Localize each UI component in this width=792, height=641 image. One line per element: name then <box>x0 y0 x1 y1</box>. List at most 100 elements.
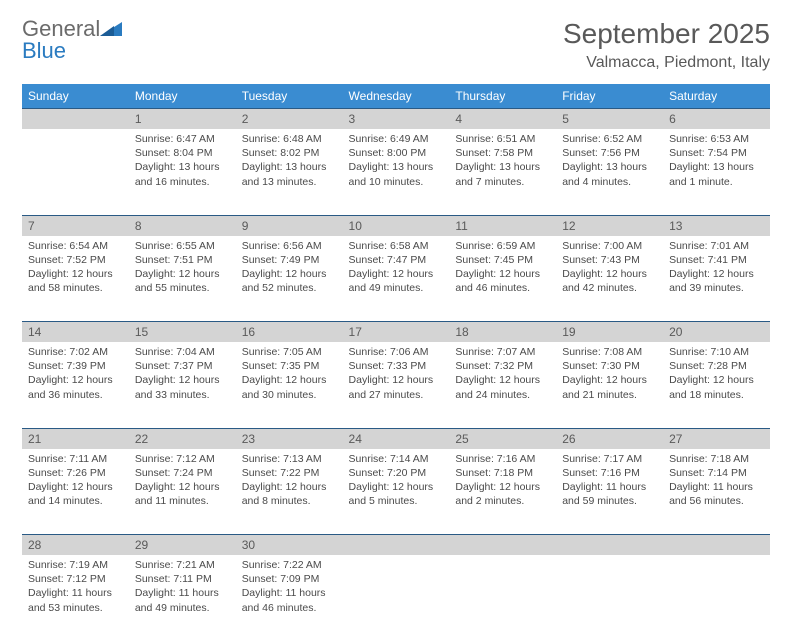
logo-mark-icon <box>100 18 122 40</box>
day-number-cell: 2 <box>236 109 343 130</box>
day-number-cell <box>556 535 663 556</box>
day-number-cell: 13 <box>663 215 770 236</box>
cell-daylight2: and 59 minutes. <box>562 494 657 508</box>
cell-daylight1: Daylight: 12 hours <box>349 267 444 281</box>
cell-daylight1: Daylight: 13 hours <box>562 160 657 174</box>
day-number-cell: 23 <box>236 428 343 449</box>
cell-sunset: Sunset: 7:20 PM <box>349 466 444 480</box>
day-content-cell: Sunrise: 7:00 AMSunset: 7:43 PMDaylight:… <box>556 236 663 322</box>
cell-daylight1: Daylight: 13 hours <box>455 160 550 174</box>
cell-sunrise: Sunrise: 7:14 AM <box>349 452 444 466</box>
day-number-cell <box>22 109 129 130</box>
cell-sunset: Sunset: 7:24 PM <box>135 466 230 480</box>
day-number-cell: 14 <box>22 322 129 343</box>
cell-sunset: Sunset: 7:45 PM <box>455 253 550 267</box>
day-content-cell: Sunrise: 6:47 AMSunset: 8:04 PMDaylight:… <box>129 129 236 215</box>
day-number-cell <box>449 535 556 556</box>
cell-sunrise: Sunrise: 6:47 AM <box>135 132 230 146</box>
cell-sunset: Sunset: 7:43 PM <box>562 253 657 267</box>
day-number-row: 123456 <box>22 109 770 130</box>
cell-daylight2: and 14 minutes. <box>28 494 123 508</box>
cell-daylight1: Daylight: 11 hours <box>562 480 657 494</box>
day-content-cell: Sunrise: 6:51 AMSunset: 7:58 PMDaylight:… <box>449 129 556 215</box>
cell-daylight1: Daylight: 12 hours <box>242 267 337 281</box>
day-content-row: Sunrise: 7:11 AMSunset: 7:26 PMDaylight:… <box>22 449 770 535</box>
day-content-cell: Sunrise: 7:06 AMSunset: 7:33 PMDaylight:… <box>343 342 450 428</box>
cell-sunrise: Sunrise: 6:56 AM <box>242 239 337 253</box>
cell-daylight1: Daylight: 12 hours <box>135 267 230 281</box>
day-content-cell: Sunrise: 7:14 AMSunset: 7:20 PMDaylight:… <box>343 449 450 535</box>
day-content-cell: Sunrise: 7:16 AMSunset: 7:18 PMDaylight:… <box>449 449 556 535</box>
day-number-cell: 1 <box>129 109 236 130</box>
cell-sunrise: Sunrise: 6:58 AM <box>349 239 444 253</box>
day-content-cell: Sunrise: 7:21 AMSunset: 7:11 PMDaylight:… <box>129 555 236 641</box>
cell-daylight1: Daylight: 12 hours <box>135 480 230 494</box>
cell-sunrise: Sunrise: 7:10 AM <box>669 345 764 359</box>
day-content-cell <box>663 555 770 641</box>
cell-sunrise: Sunrise: 7:00 AM <box>562 239 657 253</box>
cell-daylight2: and 7 minutes. <box>455 175 550 189</box>
cell-sunrise: Sunrise: 6:52 AM <box>562 132 657 146</box>
day-number-cell: 30 <box>236 535 343 556</box>
cell-daylight1: Daylight: 12 hours <box>562 373 657 387</box>
cell-sunset: Sunset: 7:11 PM <box>135 572 230 586</box>
cell-daylight1: Daylight: 12 hours <box>28 373 123 387</box>
cell-sunset: Sunset: 7:56 PM <box>562 146 657 160</box>
cell-sunset: Sunset: 7:16 PM <box>562 466 657 480</box>
cell-daylight2: and 18 minutes. <box>669 388 764 402</box>
day-number-cell: 6 <box>663 109 770 130</box>
cell-sunset: Sunset: 7:14 PM <box>669 466 764 480</box>
cell-daylight1: Daylight: 11 hours <box>242 586 337 600</box>
cell-daylight1: Daylight: 12 hours <box>242 373 337 387</box>
cell-sunset: Sunset: 7:33 PM <box>349 359 444 373</box>
day-content-cell: Sunrise: 7:18 AMSunset: 7:14 PMDaylight:… <box>663 449 770 535</box>
cell-daylight1: Daylight: 11 hours <box>135 586 230 600</box>
weekday-header: Friday <box>556 84 663 109</box>
weekday-header: Tuesday <box>236 84 343 109</box>
cell-daylight1: Daylight: 12 hours <box>562 267 657 281</box>
cell-daylight2: and 16 minutes. <box>135 175 230 189</box>
day-content-cell: Sunrise: 7:22 AMSunset: 7:09 PMDaylight:… <box>236 555 343 641</box>
weekday-header-row: Sunday Monday Tuesday Wednesday Thursday… <box>22 84 770 109</box>
cell-sunrise: Sunrise: 7:17 AM <box>562 452 657 466</box>
cell-daylight2: and 56 minutes. <box>669 494 764 508</box>
cell-daylight2: and 58 minutes. <box>28 281 123 295</box>
day-number-row: 282930 <box>22 535 770 556</box>
day-number-cell: 16 <box>236 322 343 343</box>
weekday-header: Monday <box>129 84 236 109</box>
day-number-cell: 18 <box>449 322 556 343</box>
day-content-cell <box>343 555 450 641</box>
cell-sunrise: Sunrise: 7:19 AM <box>28 558 123 572</box>
cell-sunset: Sunset: 7:35 PM <box>242 359 337 373</box>
cell-sunset: Sunset: 8:04 PM <box>135 146 230 160</box>
cell-daylight1: Daylight: 12 hours <box>455 480 550 494</box>
cell-daylight1: Daylight: 12 hours <box>349 480 444 494</box>
cell-daylight2: and 52 minutes. <box>242 281 337 295</box>
logo-text: GeneralBlue <box>22 18 122 62</box>
cell-daylight2: and 49 minutes. <box>135 601 230 615</box>
cell-daylight2: and 27 minutes. <box>349 388 444 402</box>
cell-daylight1: Daylight: 13 hours <box>135 160 230 174</box>
cell-daylight2: and 36 minutes. <box>28 388 123 402</box>
cell-daylight2: and 4 minutes. <box>562 175 657 189</box>
cell-daylight1: Daylight: 12 hours <box>669 373 764 387</box>
day-content-cell <box>449 555 556 641</box>
cell-daylight2: and 2 minutes. <box>455 494 550 508</box>
cell-sunrise: Sunrise: 7:12 AM <box>135 452 230 466</box>
day-number-cell: 10 <box>343 215 450 236</box>
cell-sunrise: Sunrise: 7:06 AM <box>349 345 444 359</box>
day-content-cell: Sunrise: 7:07 AMSunset: 7:32 PMDaylight:… <box>449 342 556 428</box>
day-number-cell: 27 <box>663 428 770 449</box>
cell-daylight2: and 24 minutes. <box>455 388 550 402</box>
cell-daylight1: Daylight: 11 hours <box>669 480 764 494</box>
day-number-cell: 17 <box>343 322 450 343</box>
cell-daylight1: Daylight: 13 hours <box>242 160 337 174</box>
day-content-cell: Sunrise: 7:11 AMSunset: 7:26 PMDaylight:… <box>22 449 129 535</box>
cell-daylight2: and 30 minutes. <box>242 388 337 402</box>
day-number-cell: 15 <box>129 322 236 343</box>
cell-daylight2: and 8 minutes. <box>242 494 337 508</box>
title-block: September 2025 Valmacca, Piedmont, Italy <box>563 18 770 72</box>
day-number-cell: 26 <box>556 428 663 449</box>
cell-daylight1: Daylight: 13 hours <box>669 160 764 174</box>
cell-sunrise: Sunrise: 6:54 AM <box>28 239 123 253</box>
